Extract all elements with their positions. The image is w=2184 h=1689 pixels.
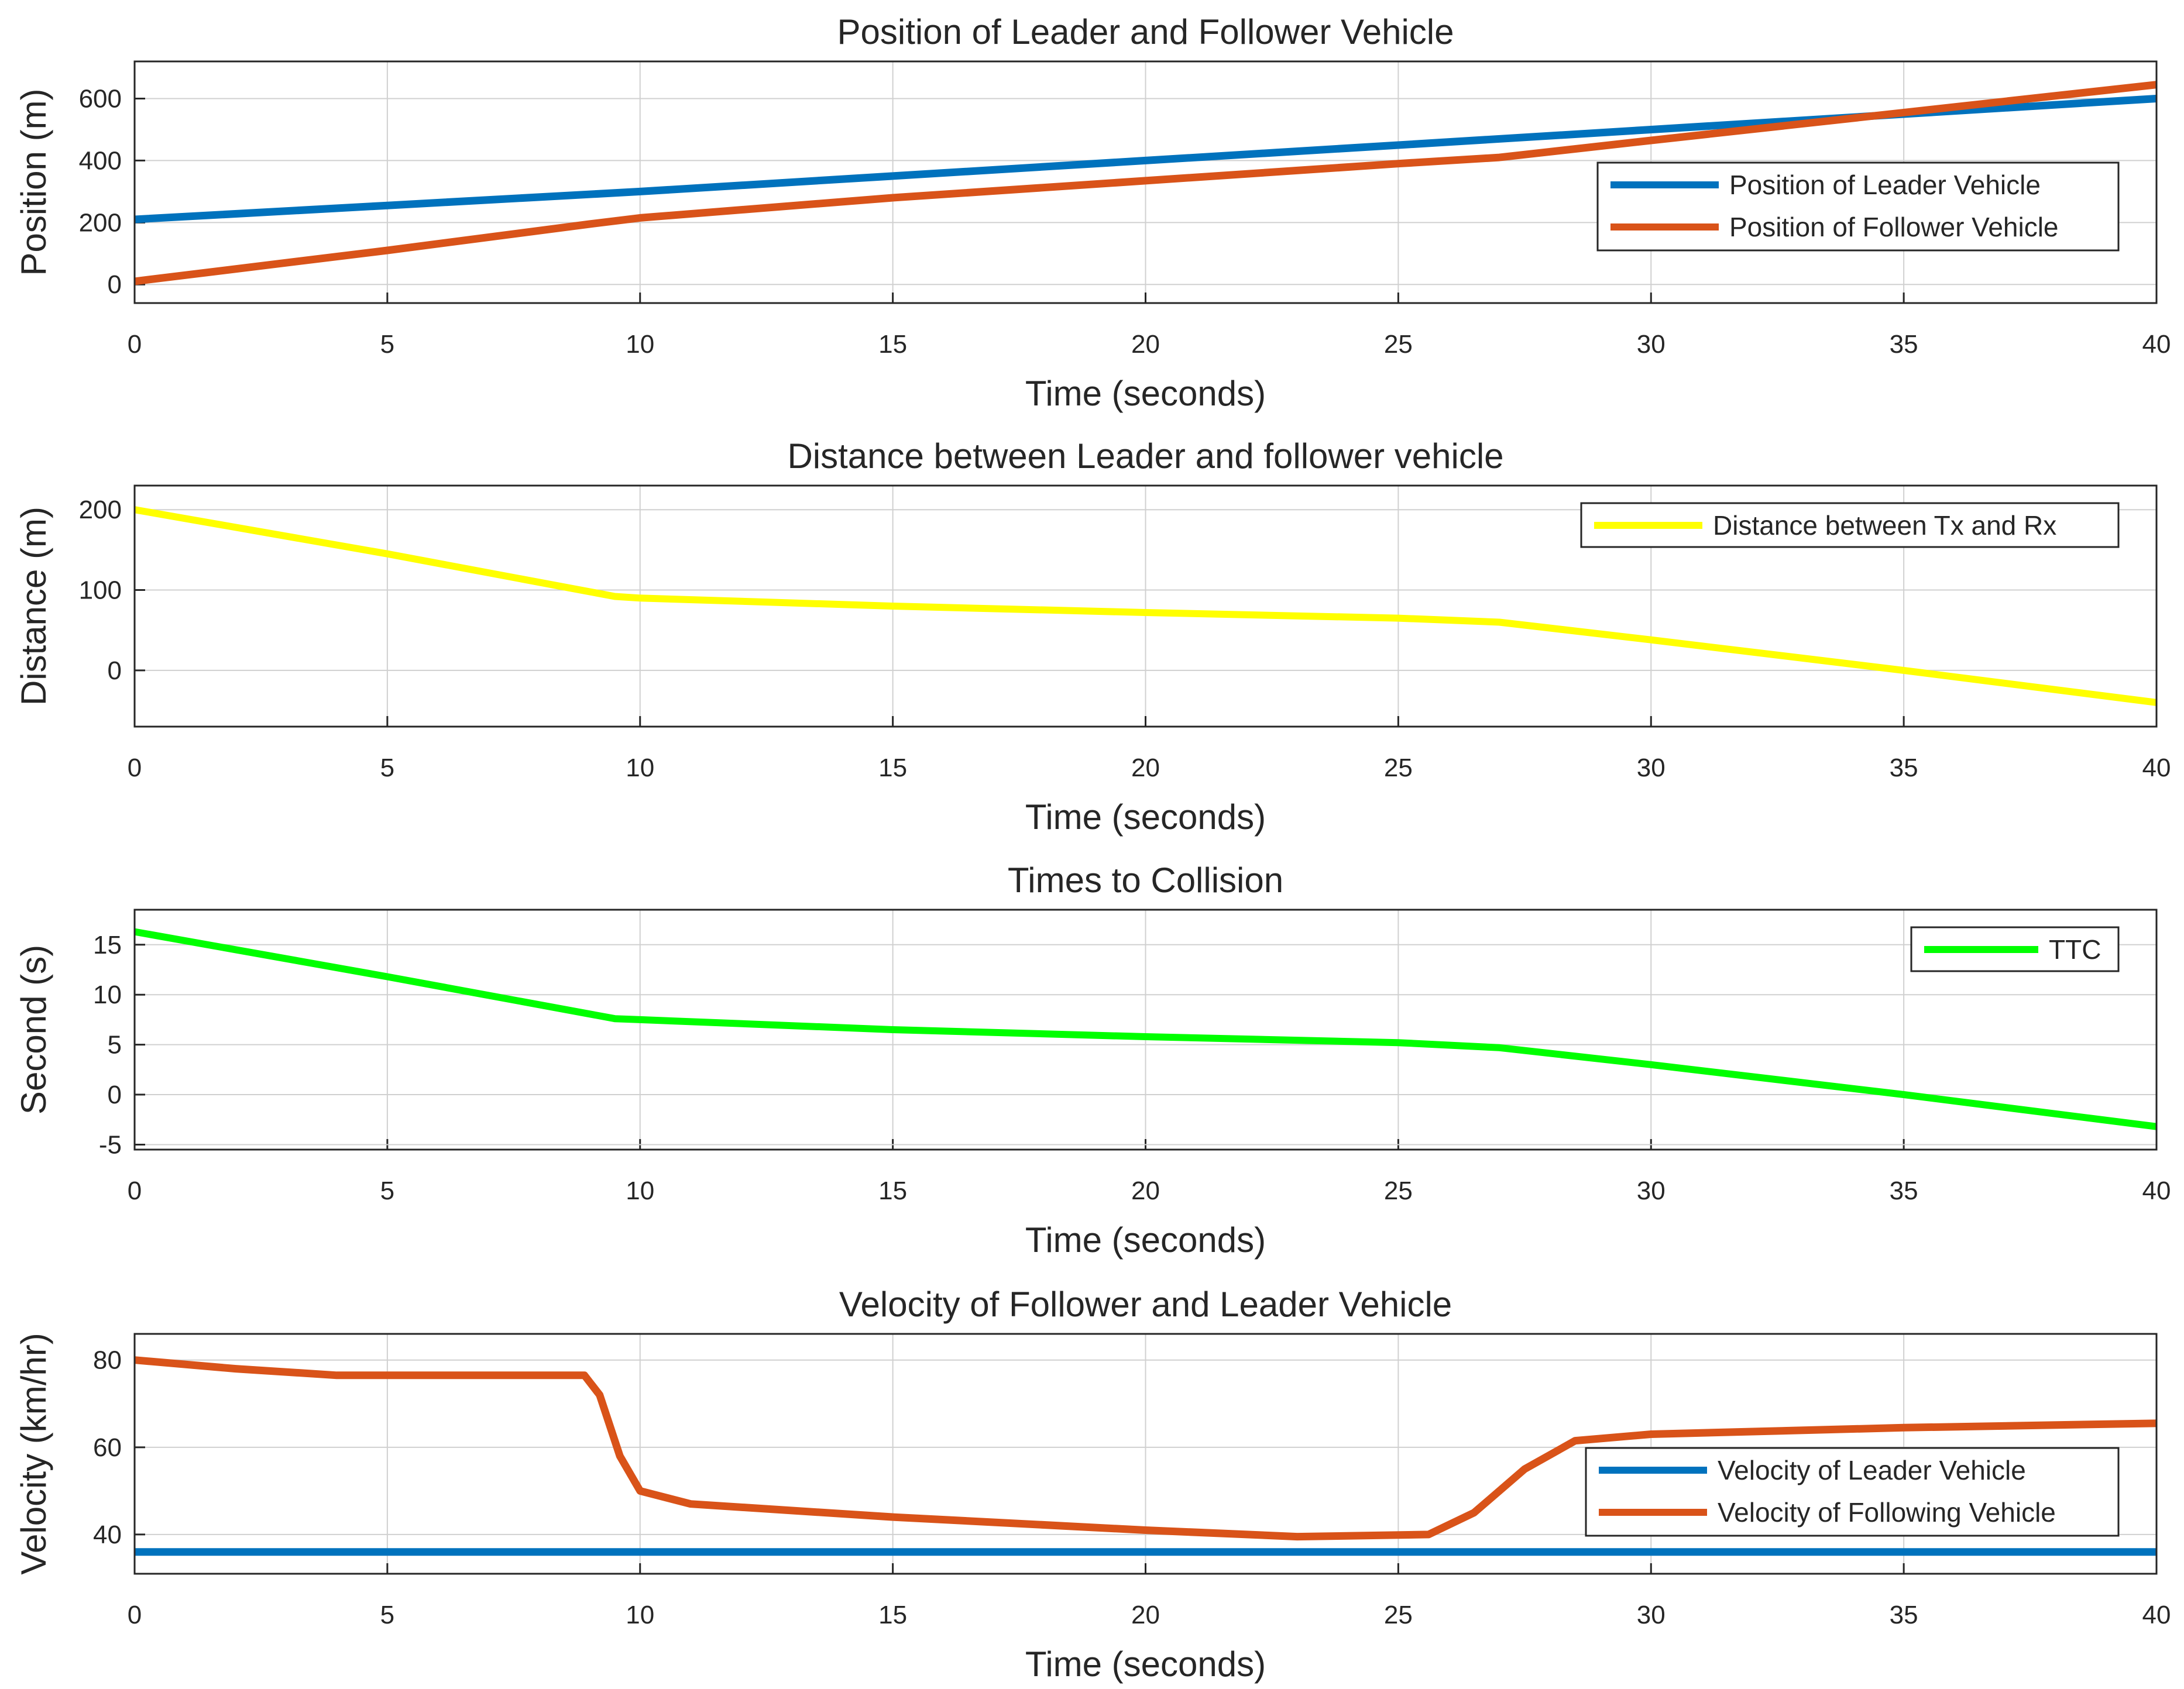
y-tick-label: 0 [108,1081,122,1109]
x-tick-label: 5 [380,330,394,359]
x-tick-label: 35 [1890,1177,1918,1205]
y-tick-label: 5 [108,1031,122,1060]
y-tick-label: 80 [93,1346,122,1375]
x-tick-label: 25 [1384,330,1413,359]
x-tick-label: 0 [128,330,142,359]
x-tick-label: 10 [626,1177,654,1205]
x-tick-label: 30 [1637,330,1666,359]
legend-label: TTC [2049,934,2101,965]
y-tick-label: 10 [93,981,122,1009]
x-tick-label: 40 [2142,330,2171,359]
y-tick-label: 40 [93,1521,122,1549]
x-tick-label: 15 [878,1177,907,1205]
x-tick-label: 10 [626,754,654,782]
x-tick-label: 20 [1131,1601,1160,1629]
axes-border [133,1333,2158,1575]
x-tick-label: 40 [2142,1601,2171,1629]
y-tick-label: -5 [99,1130,122,1159]
x-tick-label: 15 [878,330,907,359]
legend: Distance between Tx and Rx [1580,502,2120,548]
y-tick-label: 15 [93,931,122,959]
x-tick-label: 15 [878,754,907,782]
legend-box [1585,1447,2120,1537]
subplot-4: 0 5 10 15 20 25 30 35 40 40 60 80 Velocity of Follow… [14,1285,2171,1684]
legend: TTC [1910,926,2120,972]
legend-label: Distance between Tx and Rx [1713,510,2056,541]
x-tick-label: 30 [1637,1601,1666,1629]
chart-title: Times to Collision [1008,861,1283,900]
x-tick-label: 30 [1637,1177,1666,1205]
x-tick-label: 0 [128,1601,142,1629]
y-axis-label: Position (m) [14,88,53,276]
y-tick-label: 60 [93,1433,122,1462]
legend-label: Position of Leader Vehicle [1729,170,2041,200]
y-tick-label: 0 [108,270,122,299]
subplot-2: 0 5 10 15 20 25 30 35 40 0 100 200 Distance between … [14,436,2171,837]
y-tick-label: 400 [79,146,122,175]
x-tick-label: 30 [1637,754,1666,782]
y-tick-label: 200 [79,496,122,524]
x-axis-label: Time (seconds) [1025,1220,1266,1260]
x-tick-label: 15 [878,1601,907,1629]
series-line-1 [133,928,2157,1130]
x-tick-label: 25 [1384,754,1413,782]
x-tick-label: 25 [1384,1177,1413,1205]
legend-label: Velocity of Leader Vehicle [1718,1455,2026,1485]
chart-title: Position of Leader and Follower Vehicle [837,12,1454,51]
y-tick-label: 600 [79,85,122,113]
x-tick-label: 5 [380,1177,394,1205]
y-axis-label: Distance (m) [14,507,53,706]
x-tick-label: 35 [1890,1601,1918,1629]
legend-label: Position of Follower Vehicle [1729,212,2059,242]
legend: Position of Leader Vehicle Position of Fo… [1596,161,2120,252]
x-tick-label: 25 [1384,1601,1413,1629]
x-tick-label: 35 [1890,754,1918,782]
y-axis-label: Second (s) [14,945,53,1114]
y-tick-label: 100 [79,576,122,605]
x-tick-label: 40 [2142,754,2171,782]
axes-border [133,60,2158,304]
x-tick-label: 5 [380,754,394,782]
x-tick-label: 5 [380,1601,394,1629]
x-axis-label: Time (seconds) [1025,797,1266,837]
series-line-2 [134,81,2157,285]
x-tick-label: 20 [1131,754,1160,782]
series-line-1 [133,506,2157,706]
x-axis-label: Time (seconds) [1025,374,1266,413]
axes-border [133,484,2158,728]
x-tick-label: 0 [128,754,142,782]
x-tick-label: 10 [626,1601,654,1629]
x-tick-label: 0 [128,1177,142,1205]
y-tick-label: 0 [108,656,122,685]
chart-title: Velocity of Follower and Leader Vehicle [839,1285,1452,1324]
axes-border [133,909,2158,1151]
x-tick-label: 10 [626,330,654,359]
x-tick-label: 35 [1890,330,1918,359]
x-tick-label: 20 [1131,1177,1160,1205]
y-tick-label: 200 [79,208,122,237]
legend-box [1596,161,2120,252]
legend-label: Velocity of Following Vehicle [1718,1497,2056,1528]
x-tick-label: 20 [1131,330,1160,359]
x-tick-label: 40 [2142,1177,2171,1205]
chart-title: Distance between Leader and follower veh… [787,436,1503,476]
x-axis-label: Time (seconds) [1025,1645,1266,1684]
legend: Velocity of Leader Vehicle Velocity of Fo… [1585,1447,2120,1537]
y-axis-label: Velocity (km/hr) [14,1333,53,1574]
series-line-2 [134,1356,2157,1541]
